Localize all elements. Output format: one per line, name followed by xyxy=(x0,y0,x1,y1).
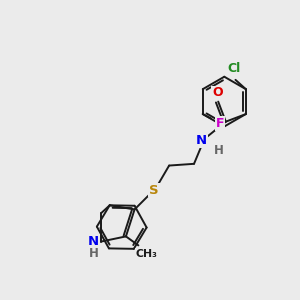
Text: F: F xyxy=(216,117,224,130)
Text: Cl: Cl xyxy=(227,62,240,75)
Text: H: H xyxy=(214,143,224,157)
Text: H: H xyxy=(88,247,98,260)
Text: S: S xyxy=(149,184,159,196)
Text: O: O xyxy=(212,86,223,100)
Text: N: N xyxy=(88,235,99,248)
Text: N: N xyxy=(196,134,207,147)
Text: CH₃: CH₃ xyxy=(136,249,158,259)
